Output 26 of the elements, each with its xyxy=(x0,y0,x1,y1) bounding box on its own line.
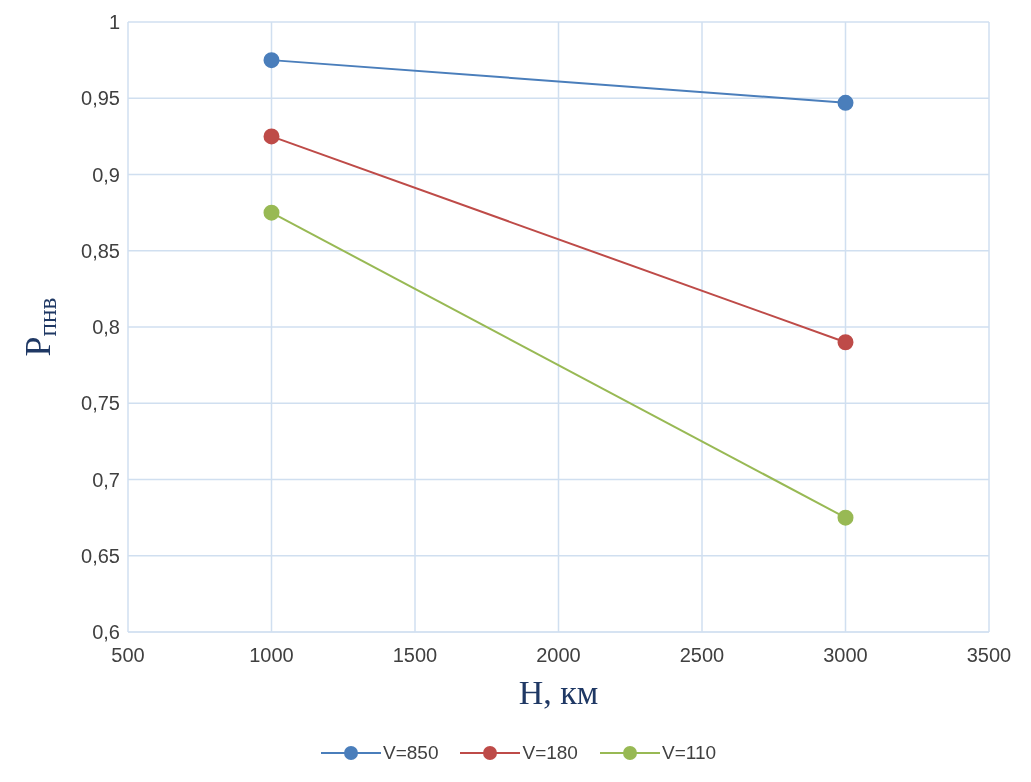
point xyxy=(263,128,280,145)
x-tick-label: 3500 xyxy=(966,644,1012,667)
x-tick-label: 2000 xyxy=(536,644,581,667)
x-tick-label: 1500 xyxy=(392,644,438,667)
y-tick-label: 1 xyxy=(108,11,120,34)
point xyxy=(263,204,280,221)
x-tick-label: 2500 xyxy=(679,644,725,667)
y-tick-label: 0,6 xyxy=(92,621,120,644)
legend-label: V=180 xyxy=(522,742,578,764)
x-tick-label: 500 xyxy=(111,644,145,667)
y-tick-label: 0,95 xyxy=(81,87,120,110)
x-tick-label: 1000 xyxy=(249,644,294,667)
point xyxy=(837,334,854,351)
y-tick-label: 0,65 xyxy=(81,544,120,567)
point xyxy=(837,94,854,111)
legend-label: V=850 xyxy=(382,742,439,764)
y-tick-label: 0,7 xyxy=(92,468,120,491)
x-axis-title: H, км xyxy=(518,674,599,711)
y-tick-label: 0,75 xyxy=(81,392,120,415)
x-tick-label: 3000 xyxy=(823,644,868,667)
y-tick-label: 0,8 xyxy=(92,316,120,339)
y-tick-label: 0,9 xyxy=(92,163,120,186)
point xyxy=(837,509,854,526)
legend-label: V=110 xyxy=(661,742,717,764)
y-tick-label: 0,85 xyxy=(81,239,120,262)
point xyxy=(263,52,280,69)
